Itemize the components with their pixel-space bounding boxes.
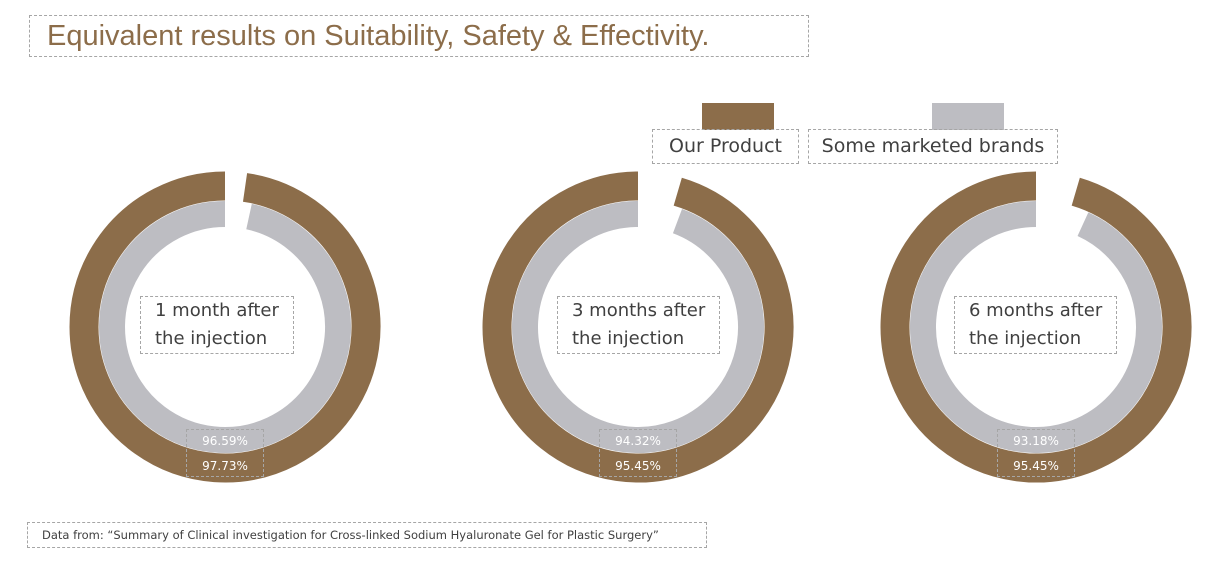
donut-2-our-product-value: 95.45%	[615, 459, 661, 473]
donut-2-label-line2: the injection	[572, 328, 685, 349]
donut-3-center-label: 6 months after the injection	[954, 296, 1118, 354]
legend-swatch-our-product	[702, 103, 774, 130]
donut-3-label-line1: 6 months after	[969, 300, 1103, 321]
donut-2-label-line1: 3 months after	[572, 300, 706, 321]
legend-swatch-marketed-brands	[932, 103, 1004, 130]
donut-3-label-line2: the injection	[969, 328, 1082, 349]
donut-2-marketed-value: 94.32%	[615, 434, 661, 448]
donut-1-label-line2: the injection	[155, 328, 268, 349]
donut-1-marketed-value: 96.59%	[202, 434, 248, 448]
donut-1-label-line1: 1 month after	[155, 300, 279, 321]
legend-label-our-product: Our Product	[652, 129, 799, 164]
donut-1-values: 96.59% 97.73%	[186, 429, 264, 477]
donut-3-marketed-value: 93.18%	[1013, 434, 1059, 448]
donut-3-our-product-arc	[880, 171, 1192, 483]
donut-3-our-product-value: 95.45%	[1013, 459, 1059, 473]
donut-2-our-product-arc	[482, 171, 794, 483]
donut-1-marketed-brands-arc	[99, 201, 351, 453]
legend-label-marketed-brands: Some marketed brands	[808, 129, 1058, 164]
donut-1-center-label: 1 month after the injection	[140, 296, 294, 354]
donut-3-values: 93.18% 95.45%	[997, 429, 1075, 477]
donut-2-marketed-brands-arc	[512, 201, 764, 453]
donut-2-values: 94.32% 95.45%	[599, 429, 677, 477]
donut-3-marketed-brands-arc	[910, 201, 1162, 453]
donut-2-center-label: 3 months after the injection	[557, 296, 721, 354]
donut-1-our-product-arc	[69, 171, 381, 483]
donut-1-our-product-value: 97.73%	[202, 459, 248, 473]
data-source-note: Data from: “Summary of Clinical investig…	[27, 522, 707, 548]
chart-title: Equivalent results on Suitability, Safet…	[29, 15, 809, 57]
